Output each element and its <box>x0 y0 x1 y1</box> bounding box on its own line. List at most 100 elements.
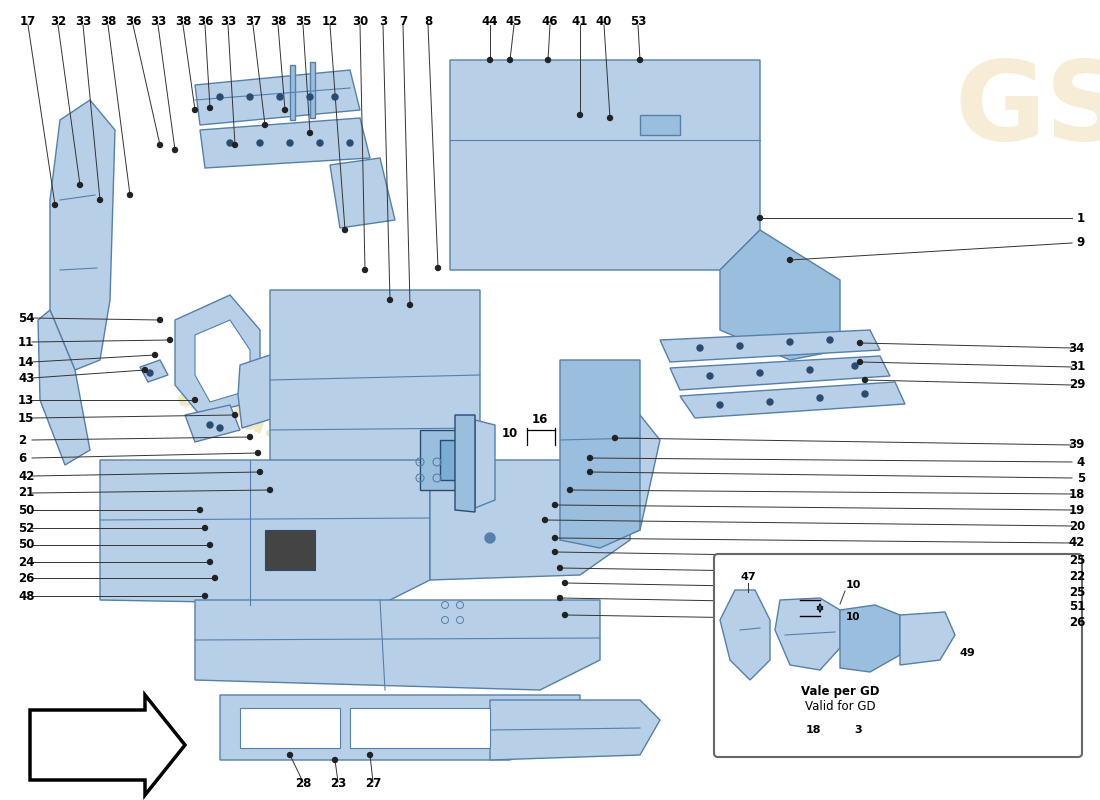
Text: 2: 2 <box>18 434 26 446</box>
Text: 3: 3 <box>855 725 861 735</box>
Circle shape <box>263 122 267 127</box>
Circle shape <box>202 594 208 598</box>
Circle shape <box>852 363 858 369</box>
Text: 40: 40 <box>596 15 613 28</box>
Text: 50: 50 <box>18 538 34 551</box>
Circle shape <box>367 753 373 758</box>
Text: 38: 38 <box>175 15 191 28</box>
Circle shape <box>552 502 558 507</box>
Circle shape <box>287 140 293 146</box>
Circle shape <box>568 487 572 493</box>
Text: 4: 4 <box>1077 455 1085 469</box>
Circle shape <box>98 198 102 202</box>
Text: 6: 6 <box>18 451 26 465</box>
Polygon shape <box>30 695 185 795</box>
Polygon shape <box>310 62 315 118</box>
Circle shape <box>267 487 273 493</box>
Polygon shape <box>185 405 240 442</box>
Circle shape <box>717 402 723 408</box>
Text: 18: 18 <box>1068 487 1085 501</box>
Circle shape <box>192 107 198 113</box>
Text: 29: 29 <box>1068 378 1085 391</box>
Circle shape <box>227 140 233 146</box>
Polygon shape <box>640 115 680 135</box>
Text: 49: 49 <box>959 648 975 658</box>
Polygon shape <box>200 118 370 168</box>
Text: 21: 21 <box>18 486 34 499</box>
Polygon shape <box>240 708 340 748</box>
Text: 53: 53 <box>630 15 646 28</box>
Text: 33: 33 <box>75 15 91 28</box>
Text: 25: 25 <box>1068 586 1085 598</box>
Polygon shape <box>195 70 360 125</box>
Text: 23: 23 <box>330 777 346 790</box>
Polygon shape <box>900 612 955 665</box>
Circle shape <box>77 182 82 187</box>
Circle shape <box>257 140 263 146</box>
Text: 33: 33 <box>220 15 236 28</box>
Circle shape <box>767 399 773 405</box>
Polygon shape <box>220 695 580 760</box>
Text: 26: 26 <box>18 571 34 585</box>
Polygon shape <box>430 460 630 580</box>
Polygon shape <box>39 310 90 465</box>
Circle shape <box>217 94 223 100</box>
Circle shape <box>858 341 862 346</box>
Polygon shape <box>350 708 490 748</box>
Circle shape <box>578 113 583 118</box>
Circle shape <box>173 147 177 153</box>
Text: 22: 22 <box>1069 570 1085 582</box>
Circle shape <box>562 613 568 618</box>
FancyBboxPatch shape <box>714 554 1082 757</box>
Circle shape <box>788 258 792 262</box>
Polygon shape <box>660 330 880 362</box>
Circle shape <box>546 58 550 62</box>
Text: 43: 43 <box>18 371 34 385</box>
Circle shape <box>607 115 613 121</box>
Circle shape <box>212 575 218 581</box>
Circle shape <box>157 318 163 322</box>
Circle shape <box>366 716 374 724</box>
Polygon shape <box>455 415 475 512</box>
Circle shape <box>317 140 323 146</box>
Text: 36: 36 <box>124 15 141 28</box>
Polygon shape <box>490 700 660 760</box>
Polygon shape <box>330 158 395 228</box>
Text: 44: 44 <box>482 15 498 28</box>
Text: 42: 42 <box>18 470 34 482</box>
Circle shape <box>167 338 173 342</box>
Text: 54: 54 <box>18 311 34 325</box>
Polygon shape <box>560 360 640 548</box>
Circle shape <box>697 345 703 351</box>
Text: 25: 25 <box>1068 554 1085 566</box>
Polygon shape <box>720 590 770 680</box>
Text: 41: 41 <box>572 15 588 28</box>
Polygon shape <box>720 230 840 360</box>
Text: Valid for GD: Valid for GD <box>805 700 876 713</box>
Circle shape <box>757 370 763 376</box>
Circle shape <box>277 94 283 100</box>
Circle shape <box>248 434 253 439</box>
Text: 32: 32 <box>50 15 66 28</box>
Circle shape <box>202 526 208 530</box>
Text: 1: 1 <box>1077 211 1085 225</box>
Circle shape <box>406 716 414 724</box>
Circle shape <box>208 106 212 110</box>
Text: GS: GS <box>955 57 1100 163</box>
Text: 33: 33 <box>150 15 166 28</box>
Text: 16: 16 <box>531 413 548 426</box>
Circle shape <box>552 550 558 554</box>
Circle shape <box>157 142 163 147</box>
Circle shape <box>858 359 862 365</box>
Text: 39: 39 <box>1068 438 1085 451</box>
Circle shape <box>208 559 212 565</box>
Polygon shape <box>100 460 430 605</box>
Text: 10: 10 <box>845 580 860 590</box>
Polygon shape <box>270 290 480 510</box>
Circle shape <box>485 533 495 543</box>
Circle shape <box>308 130 312 135</box>
Polygon shape <box>670 356 890 390</box>
Text: 5: 5 <box>1077 471 1085 485</box>
Polygon shape <box>680 382 905 418</box>
Circle shape <box>386 716 394 724</box>
